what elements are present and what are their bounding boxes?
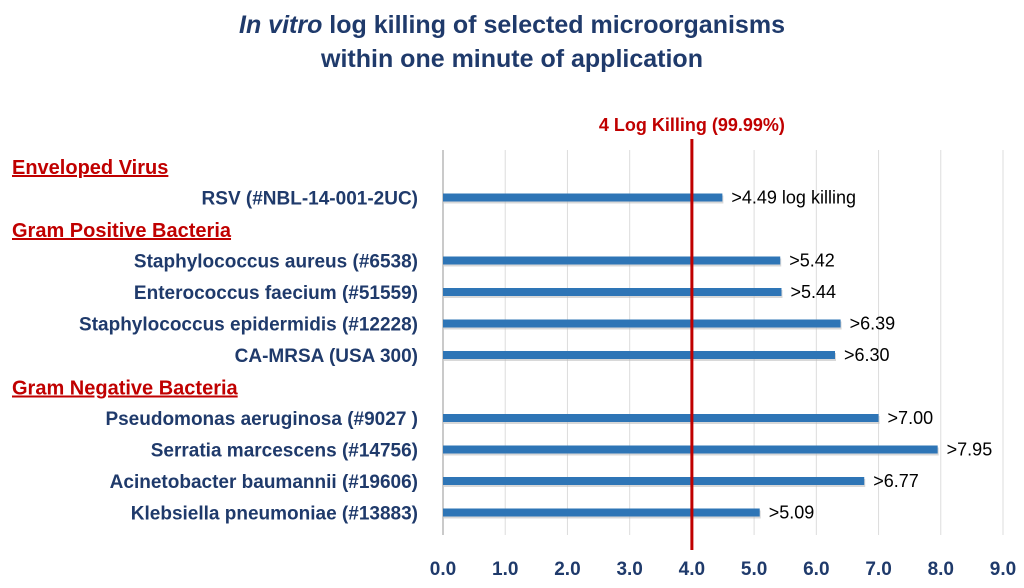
data-label: >5.44 — [790, 282, 836, 302]
x-tick-label: 1.0 — [492, 559, 518, 580]
x-tick-label: 2.0 — [554, 559, 580, 580]
category-label: Staphylococcus epidermidis (#12228) — [79, 315, 418, 336]
category-label: RSV (#NBL-14-001-2UC) — [202, 189, 418, 210]
data-label: >6.77 — [873, 471, 919, 491]
bar — [443, 256, 781, 265]
category-label: CA-MRSA (USA 300) — [235, 346, 418, 367]
x-tick-label: 3.0 — [616, 559, 642, 580]
x-tick-label: 9.0 — [990, 559, 1016, 580]
category-label: Staphylococcus aureus (#6538) — [134, 252, 418, 273]
chart-title: In vitro log killing of selected microor… — [0, 8, 1024, 76]
group-label: Enveloped Virus — [12, 157, 168, 179]
data-label: >7.00 — [888, 408, 934, 428]
chart-title-rest: log killing of selected microorganisms — [322, 11, 785, 39]
bar — [443, 193, 723, 202]
data-label: >6.30 — [844, 345, 890, 365]
bar — [443, 508, 760, 517]
data-label: >6.39 — [850, 314, 896, 334]
x-tick-label: 4.0 — [679, 559, 705, 580]
category-label: Acinetobacter baumannii (#19606) — [110, 472, 418, 493]
x-tick-label: 6.0 — [803, 559, 829, 580]
category-label: Enterococcus faecium (#51559) — [134, 283, 418, 304]
bar — [443, 445, 938, 454]
data-label: >5.09 — [769, 503, 815, 523]
x-tick-label: 0.0 — [430, 559, 456, 580]
group-label: Gram Positive Bacteria — [12, 220, 232, 242]
reference-line-label: 4 Log Killing (99.99%) — [599, 115, 785, 135]
category-label: Klebsiella pneumoniae (#13883) — [131, 504, 418, 525]
bar — [443, 351, 835, 359]
category-label: Serratia marcescens (#14756) — [151, 441, 418, 462]
group-label: Gram Negative Bacteria — [12, 378, 239, 400]
bar — [443, 414, 879, 422]
data-label: >7.95 — [947, 440, 993, 460]
chart-title-line-1: In vitro log killing of selected microor… — [0, 8, 1024, 42]
bar — [443, 319, 841, 328]
chart-title-italic: In vitro — [239, 11, 323, 39]
bar — [443, 477, 865, 485]
bar — [443, 288, 782, 296]
data-label: >5.42 — [789, 251, 835, 271]
x-tick-label: 7.0 — [865, 559, 891, 580]
chart-title-line-2: within one minute of application — [321, 45, 703, 73]
x-tick-label: 5.0 — [741, 559, 767, 580]
data-label: >4.49 log killing — [731, 188, 856, 208]
category-label: Pseudomonas aeruginosa (#9027 ) — [105, 409, 418, 430]
x-tick-label: 8.0 — [928, 559, 954, 580]
